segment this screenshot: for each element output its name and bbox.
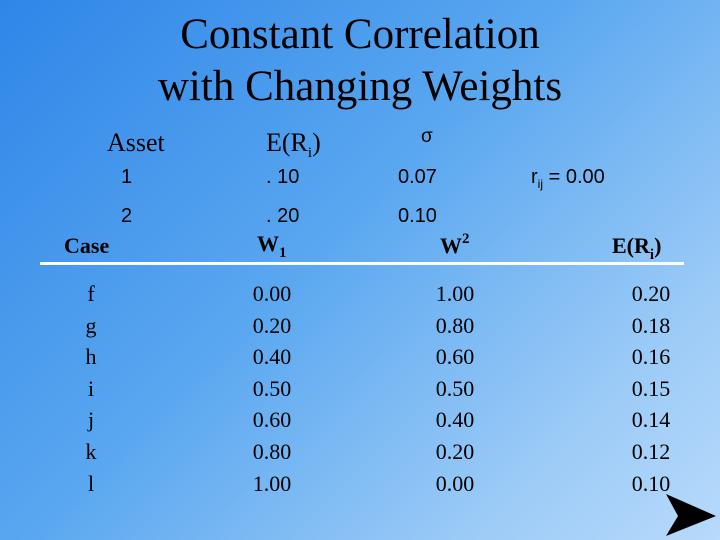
correlation-sub: ij [537, 177, 544, 191]
er-cell: 0.10 [631, 470, 671, 496]
er-header-close: ) [654, 233, 662, 258]
er-column: 0.20 0.18 0.16 0.15 0.14 0.12 0.10 [611, 278, 691, 499]
case-cell: h [85, 344, 97, 370]
w2-cell: 0.60 [435, 344, 475, 370]
er-header-sub: i [649, 247, 655, 263]
case-cell: l [87, 470, 95, 496]
w1-column: 0.00 0.20 0.40 0.50 0.60 0.80 1.00 [232, 278, 312, 499]
case-cell: f [87, 281, 95, 306]
er-cell: 0.12 [631, 438, 671, 464]
w1-header: W1 [257, 231, 287, 262]
w2-cell: 0.00 [435, 470, 475, 496]
w2-header-main: W [440, 233, 462, 258]
asset-1-sigma: 0.07 [398, 166, 437, 188]
er-header: E(Ri) [612, 233, 661, 264]
er-cell: 0.14 [631, 407, 671, 433]
correlation-value: = 0.00 [548, 166, 605, 188]
er-cell: 0.15 [631, 375, 671, 401]
correlation-r: r [531, 166, 538, 188]
w2-cell: 0.80 [435, 312, 475, 338]
w1-cell: 0.60 [252, 407, 292, 433]
er-cell: 0.18 [631, 312, 671, 338]
w1-cell: 0.20 [252, 312, 292, 338]
w1-header-sub: 1 [279, 245, 287, 261]
w2-column: 1.00 0.80 0.60 0.50 0.40 0.20 0.00 [415, 278, 495, 499]
w1-cell: 0.00 [252, 281, 292, 306]
expected-return-header: E(Ri) [266, 128, 321, 162]
case-cell: g [85, 312, 97, 338]
w1-cell: 0.40 [252, 344, 292, 370]
w2-cell: 0.40 [435, 407, 475, 433]
asset-1-label: 1 [121, 166, 133, 188]
asset-2-return: . 20 [266, 205, 300, 227]
w2-cell: 1.00 [435, 281, 475, 306]
w1-cell: 1.00 [252, 470, 292, 496]
slide-title-line1: Constant Correlation [180, 11, 540, 58]
w2-cell: 0.50 [435, 375, 475, 401]
case-cell: j [87, 407, 95, 433]
asset-1-return: . 10 [266, 166, 300, 188]
asset-header: Asset [107, 128, 165, 157]
er-cell: 0.20 [631, 281, 671, 306]
case-cell: i [87, 375, 95, 401]
asset-2-sigma: 0.10 [398, 205, 437, 227]
w2-header: W2 [440, 231, 470, 259]
sigma-header: σ [421, 126, 433, 147]
w1-header-main: W [257, 231, 279, 256]
w2-header-sup: 2 [462, 231, 470, 247]
arrow-right-icon[interactable] [664, 492, 718, 538]
case-column: f g h i j k l [51, 278, 131, 499]
expected-return-header-close: ) [312, 128, 321, 157]
case-header: Case [64, 233, 110, 258]
expected-return-header-main: E(R [266, 128, 308, 157]
asset-2-label: 2 [121, 205, 133, 227]
w2-cell: 0.20 [435, 438, 475, 464]
er-header-main: E(R [612, 233, 650, 258]
er-cell: 0.16 [631, 344, 671, 370]
header-divider [40, 262, 684, 265]
slide-title-line2: with Changing Weights [157, 63, 563, 110]
case-cell: k [85, 438, 97, 464]
w1-cell: 0.80 [252, 438, 292, 464]
correlation-label: rij = 0.00 [531, 166, 605, 191]
w1-cell: 0.50 [252, 375, 292, 401]
expected-return-header-sub: i [307, 145, 313, 161]
